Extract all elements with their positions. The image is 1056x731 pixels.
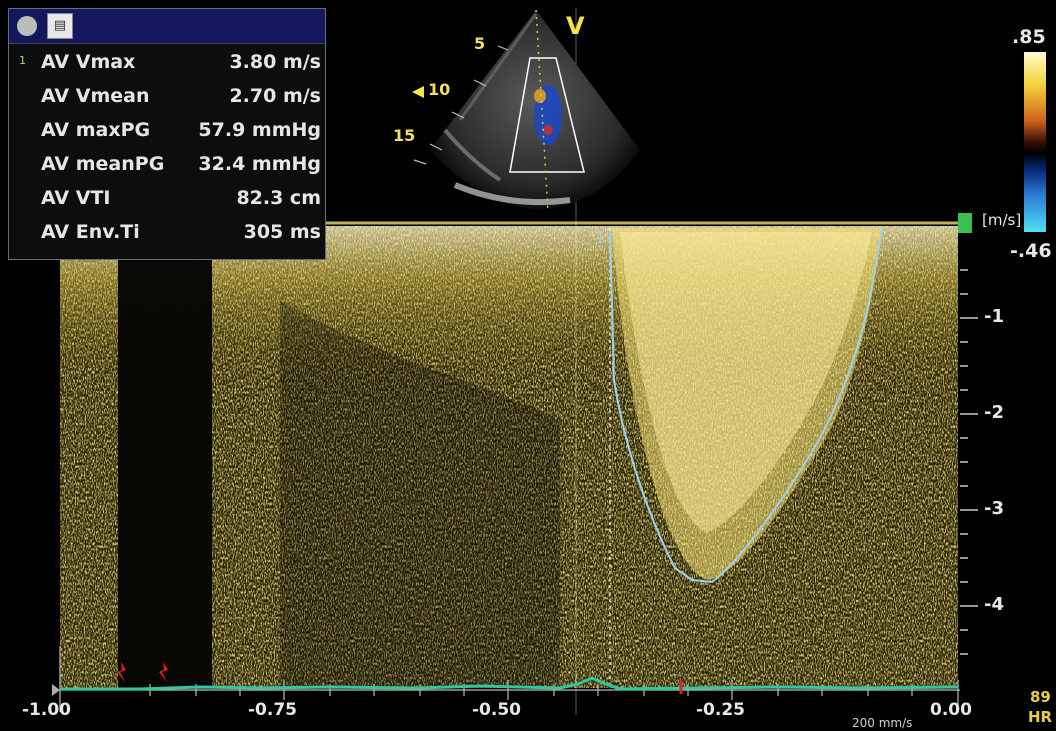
color-scale-bar [1024,52,1046,232]
time-start-marker [52,684,60,696]
r-wave-icon [117,662,126,682]
measurement-row[interactable]: AV Env.Ti 305 ms [9,215,327,249]
time-tick-label: 0.00 [930,700,972,720]
velocity-axis [960,269,978,655]
color-scale-max: .85 [1012,26,1046,48]
measurement-value: 82.3 cm [236,187,321,209]
color-scale-min: -.46 [1010,240,1052,262]
panel-toolbar: ▤ [9,9,325,44]
measurement-value: 3.80 m/s [229,51,321,73]
measurement-row[interactable]: 1 AV Vmax 3.80 m/s [9,45,327,79]
spectral-doppler-display [60,226,958,688]
measurement-row[interactable]: AV meanPG 32.4 mmHg [9,147,327,181]
sweep-speed: 200 mm/s [852,716,913,730]
velocity-tick-label: -4 [984,594,1004,615]
measurement-value: 2.70 m/s [229,85,321,107]
measurement-label: AV Env.Ti [41,221,140,243]
measurement-label: AV VTI [41,187,111,209]
time-tick-label: -0.25 [696,700,745,720]
measurements-panel: ▤ 1 AV Vmax 3.80 m/s AV Vmean 2.70 m/s A… [8,8,326,260]
r-wave-icon [159,662,168,682]
view-label: V [566,12,585,40]
echo-2d-inset [412,9,640,213]
velocity-envelope-trace[interactable] [609,227,883,584]
systolic-jet [612,228,882,580]
velocity-unit-label: [m/s] [982,211,1022,229]
record-icon[interactable] [17,16,37,36]
r-wave-markers [117,662,683,694]
time-axis [58,646,960,712]
measurement-index: 1 [19,54,26,67]
measurement-label: AV Vmax [41,51,136,73]
measurement-row[interactable]: AV VTI 82.3 cm [9,181,327,215]
measurement-value: 32.4 mmHg [198,153,321,175]
cw-cursor-line[interactable] [535,9,549,213]
depth-label-5: 5 [474,34,486,53]
baseline-handle[interactable] [958,213,972,233]
velocity-tick-label: -2 [984,402,1004,423]
measurement-row[interactable]: AV Vmean 2.70 m/s [9,79,327,113]
measurement-value: 305 ms [243,221,321,243]
ecg-trace [60,676,959,691]
depth-label-15: 15 [393,126,416,145]
time-tick-label: -1.00 [22,700,71,720]
measurement-label: AV maxPG [41,119,151,141]
velocity-tick-label: -3 [984,498,1004,519]
heart-rate-value: 89 [1030,688,1051,706]
color-box[interactable] [509,57,585,173]
time-tick-label: -0.75 [248,700,297,720]
clipboard-icon[interactable]: ▤ [47,13,73,39]
velocity-tick-label: -1 [984,306,1004,327]
focus-marker-icon [412,86,424,98]
measurement-value: 57.9 mmHg [198,119,321,141]
time-tick-label: -0.50 [472,700,521,720]
measurement-label: AV meanPG [41,153,165,175]
heart-rate-label: HR [1028,708,1053,726]
trace-marker-label: 1 [596,231,605,247]
depth-label-10: 10 [428,80,451,99]
measurement-row[interactable]: AV maxPG 57.9 mmHg [9,113,327,147]
measurement-label: AV Vmean [41,85,150,107]
